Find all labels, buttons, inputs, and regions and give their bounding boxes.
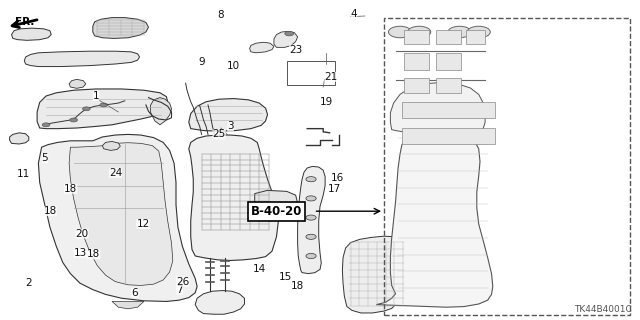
Text: B-40-20: B-40-20 bbox=[251, 205, 302, 218]
Polygon shape bbox=[298, 166, 325, 274]
Text: 24: 24 bbox=[109, 168, 122, 178]
Polygon shape bbox=[102, 141, 120, 150]
Text: 18: 18 bbox=[44, 206, 57, 216]
Bar bbox=[436, 30, 461, 44]
Circle shape bbox=[306, 234, 316, 239]
Polygon shape bbox=[24, 51, 140, 67]
Circle shape bbox=[70, 118, 77, 122]
Polygon shape bbox=[342, 236, 410, 313]
Polygon shape bbox=[189, 135, 278, 260]
Polygon shape bbox=[376, 131, 493, 307]
Text: 18: 18 bbox=[291, 281, 305, 292]
Text: 1: 1 bbox=[93, 91, 99, 101]
Bar bbox=[404, 78, 429, 93]
Text: 19: 19 bbox=[320, 97, 333, 108]
Text: 8: 8 bbox=[218, 10, 224, 20]
Text: 21: 21 bbox=[324, 72, 338, 82]
Text: 11: 11 bbox=[17, 169, 31, 180]
Bar bbox=[436, 53, 461, 70]
Text: 7: 7 bbox=[176, 284, 182, 295]
Polygon shape bbox=[250, 42, 274, 53]
Polygon shape bbox=[10, 133, 29, 144]
Text: 18: 18 bbox=[64, 184, 77, 194]
Text: 17: 17 bbox=[328, 184, 341, 194]
Polygon shape bbox=[37, 89, 168, 129]
Polygon shape bbox=[150, 98, 172, 125]
Text: 20: 20 bbox=[76, 228, 89, 239]
Polygon shape bbox=[112, 301, 144, 309]
Text: 13: 13 bbox=[74, 248, 87, 258]
Circle shape bbox=[42, 123, 50, 127]
Bar bbox=[402, 102, 495, 118]
Text: 16: 16 bbox=[331, 172, 344, 183]
Bar bbox=[384, 18, 630, 315]
Text: FR.: FR. bbox=[15, 17, 34, 28]
Circle shape bbox=[467, 26, 490, 38]
Text: 5: 5 bbox=[42, 153, 48, 164]
Text: 9: 9 bbox=[198, 57, 205, 68]
Text: 23: 23 bbox=[289, 44, 303, 55]
Circle shape bbox=[306, 215, 316, 220]
Text: 15: 15 bbox=[278, 272, 292, 282]
Bar bbox=[404, 30, 429, 44]
Circle shape bbox=[448, 26, 471, 38]
Polygon shape bbox=[390, 83, 485, 135]
Polygon shape bbox=[195, 291, 244, 314]
Bar bbox=[402, 128, 495, 144]
Text: 4: 4 bbox=[351, 9, 357, 20]
Text: 18: 18 bbox=[87, 249, 100, 260]
Circle shape bbox=[408, 26, 431, 38]
Text: TK44B4001C: TK44B4001C bbox=[575, 305, 632, 314]
Circle shape bbox=[306, 177, 316, 182]
Polygon shape bbox=[69, 79, 86, 88]
Circle shape bbox=[100, 103, 108, 107]
Text: 10: 10 bbox=[227, 60, 241, 71]
Text: 6: 6 bbox=[131, 288, 138, 298]
Text: 12: 12 bbox=[136, 219, 150, 229]
Text: 14: 14 bbox=[253, 264, 266, 274]
Polygon shape bbox=[274, 31, 298, 47]
Polygon shape bbox=[12, 28, 51, 40]
Text: 2: 2 bbox=[26, 278, 32, 288]
Bar bbox=[436, 78, 461, 93]
Circle shape bbox=[83, 107, 90, 111]
Text: 26: 26 bbox=[176, 276, 189, 287]
Circle shape bbox=[388, 26, 412, 38]
Polygon shape bbox=[93, 18, 148, 38]
Bar bbox=[466, 30, 485, 44]
Text: 25: 25 bbox=[212, 129, 226, 140]
Bar bbox=[287, 61, 335, 85]
Text: 3: 3 bbox=[227, 121, 234, 132]
Circle shape bbox=[306, 196, 316, 201]
Circle shape bbox=[285, 31, 294, 36]
Circle shape bbox=[306, 253, 316, 259]
Polygon shape bbox=[189, 99, 268, 131]
Polygon shape bbox=[255, 190, 298, 214]
Polygon shape bbox=[38, 134, 197, 301]
Bar bbox=[404, 53, 429, 70]
Polygon shape bbox=[69, 143, 173, 285]
